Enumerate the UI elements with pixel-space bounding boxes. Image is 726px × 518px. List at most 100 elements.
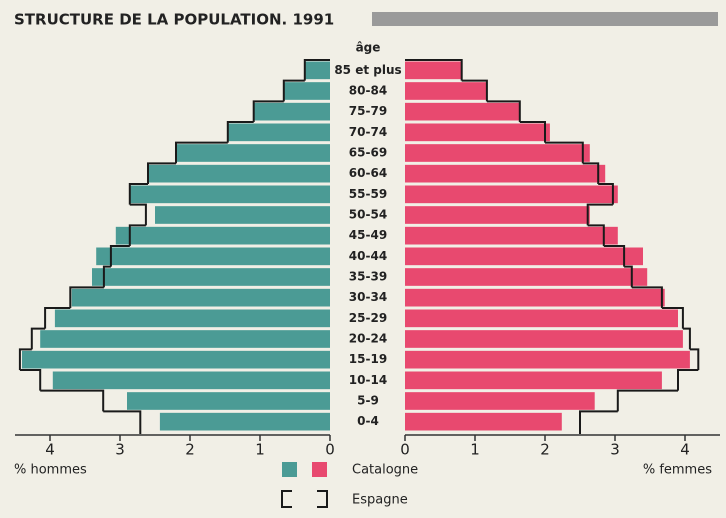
bar-women: [405, 185, 618, 204]
outline-men: [226, 121, 254, 143]
outline-men: [128, 183, 148, 205]
outline-women: [579, 410, 618, 434]
bar-men: [115, 226, 330, 245]
category-label: 50-54: [349, 208, 387, 222]
category-label: 80-84: [349, 84, 387, 98]
bar-women: [405, 412, 562, 431]
bar-women: [405, 288, 665, 307]
outline-men: [69, 286, 104, 308]
bar-women: [405, 371, 662, 390]
outline-women: [545, 141, 584, 164]
bar-men: [304, 61, 330, 80]
bar-women: [405, 102, 520, 121]
x-tick-label: 3: [610, 441, 620, 459]
x-tick-label: 2: [185, 441, 195, 459]
outline-women: [486, 100, 521, 122]
bar-men: [148, 164, 330, 183]
outline-men: [102, 265, 111, 288]
chart-title: STRUCTURE DE LA POPULATION. 1991: [14, 11, 334, 29]
outline-women: [682, 327, 691, 350]
category-label: 15-19: [349, 352, 387, 366]
outline-women: [631, 286, 663, 308]
bar-men: [92, 268, 330, 286]
outline-women: [689, 348, 700, 370]
legend-outline: [281, 490, 328, 508]
category-label: 85 et plus: [334, 63, 401, 77]
bar-men: [155, 206, 330, 224]
bar-men: [71, 288, 330, 307]
x-label-left: % hommes: [14, 463, 87, 478]
title-bar: [372, 12, 718, 26]
bar-men: [283, 82, 330, 100]
legend-swatch-men: [282, 462, 297, 477]
outline-women: [616, 389, 678, 412]
category-label: 55-59: [349, 187, 387, 201]
category-label: 30-34: [349, 290, 387, 304]
bar-women: [405, 144, 590, 162]
outline-women: [587, 224, 605, 246]
outline-men: [252, 100, 284, 122]
outline-women: [405, 59, 463, 81]
bar-women: [405, 309, 678, 328]
outline-women: [519, 121, 546, 143]
bar-women: [405, 164, 606, 183]
category-label: 65-69: [349, 146, 387, 160]
outline-men: [175, 141, 228, 164]
outline-women: [586, 203, 613, 226]
bar-women: [405, 350, 690, 369]
bar-women: [405, 206, 590, 224]
bar-men: [22, 350, 330, 369]
legend-label: Espagne: [352, 493, 408, 508]
legend-label: Catalogne: [352, 463, 418, 478]
category-label: âge: [356, 41, 381, 55]
outline-women: [661, 307, 684, 329]
category-label: 0-4: [357, 414, 379, 428]
outline-women: [624, 265, 633, 288]
outline-men: [30, 327, 46, 350]
bar-men: [52, 371, 331, 390]
bar-women: [405, 82, 487, 100]
category-label: 60-64: [349, 166, 387, 180]
x-tick-label: 1: [255, 441, 265, 459]
bar-men: [159, 412, 330, 431]
bar-men: [176, 144, 330, 162]
x-label-right: % femmes: [643, 463, 712, 478]
outline-women: [677, 369, 699, 391]
bar-women: [405, 330, 683, 348]
category-label: 20-24: [349, 332, 387, 346]
category-label: 40-44: [349, 249, 387, 263]
bar-men: [253, 102, 330, 121]
category-label: 5-9: [357, 394, 379, 408]
category-label: 70-74: [349, 125, 387, 139]
bar-women: [405, 123, 550, 142]
x-tick-label: 0: [400, 441, 410, 459]
bar-men: [40, 330, 330, 348]
bar-men: [96, 247, 330, 266]
bar-women: [405, 61, 462, 80]
bar-men: [54, 309, 331, 328]
x-tick-label: 2: [540, 441, 550, 459]
bar-women: [405, 226, 618, 245]
legend-swatch-women: [312, 462, 327, 477]
outline-men: [40, 389, 105, 412]
bar-men: [129, 185, 330, 204]
bar-women: [405, 247, 643, 266]
outline-women: [603, 245, 626, 267]
x-tick-label: 0: [325, 441, 335, 459]
category-label: 75-79: [349, 104, 387, 118]
outline-men: [147, 162, 176, 184]
category-label: 45-49: [349, 228, 387, 242]
x-tick-label: 1: [470, 441, 480, 459]
outline-men: [18, 348, 32, 370]
x-tick-label: 3: [115, 441, 125, 459]
x-tick-label: 4: [680, 441, 690, 459]
outline-women: [598, 183, 614, 205]
outline-men: [303, 59, 330, 81]
x-tick-label: 4: [45, 441, 55, 459]
bar-men: [227, 123, 330, 142]
outline-men: [19, 369, 42, 391]
outline-women: [461, 79, 488, 102]
outline-men: [128, 224, 146, 246]
outline-men: [44, 307, 71, 329]
